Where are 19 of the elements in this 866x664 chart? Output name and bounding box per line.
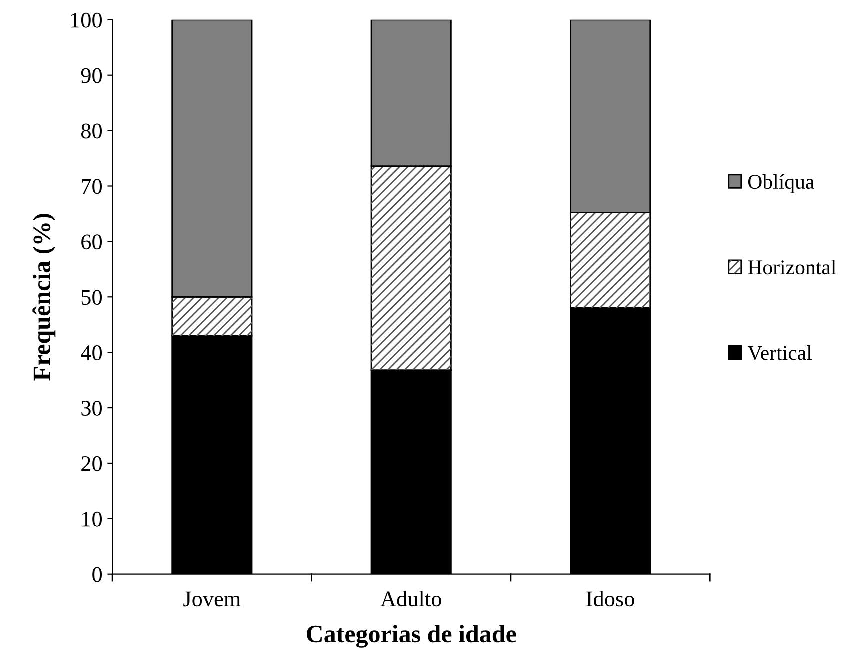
y-tick-label: 30 — [82, 400, 102, 416]
legend-label: Oblíqua — [748, 174, 814, 194]
x-tick-label: Jovem — [184, 592, 241, 607]
x-axis-title: Categorias de idade — [307, 625, 516, 648]
x-tick-label: Adulto — [380, 591, 442, 607]
legend-label: Horizontal — [748, 260, 836, 275]
y-tick-label: 50 — [82, 290, 102, 306]
y-tick-label: 10 — [82, 512, 102, 527]
y-axis-title: Frequência (%) — [32, 214, 56, 381]
y-tick-label: 70 — [82, 179, 102, 194]
y-tick-label: 90 — [81, 68, 102, 84]
x-tick-label: Idoso — [586, 591, 634, 607]
legend-label: Vertical — [748, 346, 812, 360]
y-tick-label: 100 — [71, 12, 102, 28]
y-tick-label: 40 — [81, 346, 102, 361]
y-tick-label: 20 — [82, 456, 102, 472]
y-tick-label: 0 — [92, 567, 102, 582]
y-tick-label: 60 — [82, 234, 102, 250]
y-tick-label: 80 — [81, 124, 102, 139]
